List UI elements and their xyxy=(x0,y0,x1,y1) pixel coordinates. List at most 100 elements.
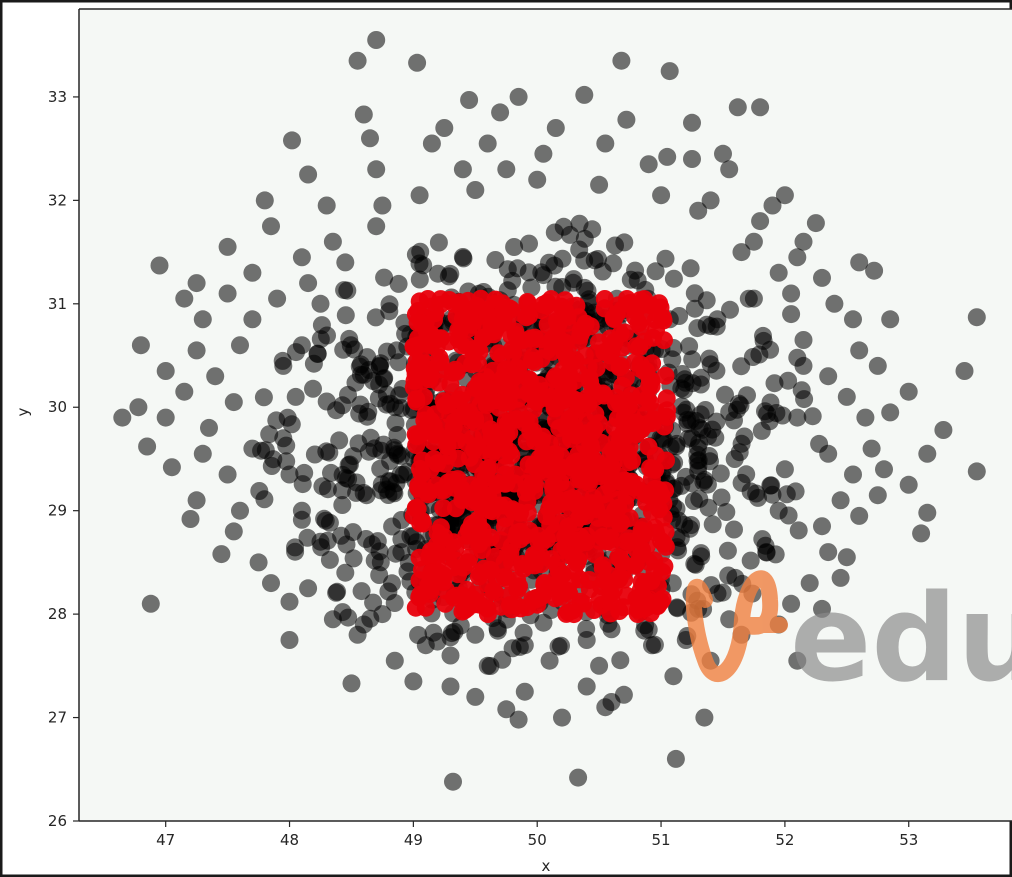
black-point xyxy=(478,134,497,153)
black-point xyxy=(789,521,808,540)
red-point xyxy=(646,446,665,465)
black-point xyxy=(156,408,175,427)
black-point xyxy=(763,485,782,504)
red-point xyxy=(494,302,512,321)
black-point xyxy=(320,513,339,532)
black-point xyxy=(788,248,807,267)
black-point xyxy=(320,443,339,462)
black-point xyxy=(249,553,268,572)
black-point xyxy=(311,294,330,313)
black-point xyxy=(639,620,658,639)
black-point xyxy=(782,284,801,303)
black-point xyxy=(509,87,528,106)
black-point xyxy=(193,444,212,463)
black-point xyxy=(681,259,700,278)
red-point xyxy=(409,479,428,498)
red-point xyxy=(644,410,663,429)
black-point xyxy=(243,263,262,282)
black-point xyxy=(569,768,588,787)
black-point xyxy=(385,651,404,670)
black-point xyxy=(466,625,485,644)
black-point xyxy=(819,367,838,386)
red-point xyxy=(501,596,519,615)
black-point xyxy=(691,405,710,424)
black-point xyxy=(689,201,708,220)
black-point xyxy=(666,749,685,768)
black-point xyxy=(175,382,194,401)
black-point xyxy=(497,160,516,179)
red-point xyxy=(632,572,651,591)
red-point xyxy=(406,598,425,617)
red-point xyxy=(655,331,673,350)
black-point xyxy=(803,407,822,426)
y-ticks: 26 27 28 29 30 31 32 33 xyxy=(48,88,79,830)
y-tick-label: 27 xyxy=(48,709,67,727)
red-point xyxy=(523,465,542,484)
black-point xyxy=(312,316,331,335)
black-point xyxy=(299,274,318,293)
black-point xyxy=(352,582,371,601)
red-point xyxy=(410,292,429,311)
black-point xyxy=(658,147,677,166)
black-point xyxy=(813,599,831,618)
black-point xyxy=(491,103,510,122)
red-point xyxy=(565,372,584,391)
red-point xyxy=(655,557,674,576)
black-point xyxy=(652,186,671,205)
black-point xyxy=(337,535,356,554)
black-point xyxy=(732,243,751,262)
black-point xyxy=(323,232,342,251)
red-point xyxy=(459,532,478,551)
black-point xyxy=(728,98,747,117)
red-point xyxy=(546,367,565,386)
black-point xyxy=(416,636,435,655)
red-point xyxy=(411,362,430,381)
red-point xyxy=(428,523,447,542)
black-point xyxy=(336,306,355,325)
black-point xyxy=(367,217,386,236)
red-point xyxy=(576,314,595,333)
black-point xyxy=(912,524,931,543)
black-point xyxy=(344,549,363,568)
red-point xyxy=(594,384,612,403)
black-point xyxy=(466,687,485,706)
black-point xyxy=(720,403,739,421)
red-point xyxy=(656,522,675,541)
black-point xyxy=(819,444,838,463)
black-point xyxy=(850,253,869,272)
red-point xyxy=(430,329,449,348)
red-point xyxy=(496,413,515,432)
black-point xyxy=(769,501,788,520)
black-point xyxy=(714,144,732,163)
black-point xyxy=(726,568,745,587)
red-point xyxy=(560,410,579,429)
red-point xyxy=(495,393,514,412)
black-point xyxy=(231,336,249,355)
black-point xyxy=(380,295,399,314)
black-point xyxy=(590,656,609,675)
black-point xyxy=(262,217,280,236)
black-point xyxy=(336,563,355,582)
black-point xyxy=(611,651,630,670)
black-point xyxy=(141,594,160,613)
black-point xyxy=(339,608,358,627)
black-point xyxy=(408,53,427,72)
x-tick-label: 50 xyxy=(528,831,547,849)
red-point xyxy=(465,455,484,474)
black-point xyxy=(304,379,322,398)
red-point xyxy=(584,450,603,469)
red-point xyxy=(439,473,458,492)
red-point xyxy=(463,589,482,608)
black-point xyxy=(553,249,572,268)
black-point xyxy=(354,105,373,124)
black-point xyxy=(295,463,314,482)
red-point xyxy=(635,290,654,309)
black-point xyxy=(754,331,773,350)
black-point xyxy=(299,165,318,184)
black-point xyxy=(162,458,181,477)
x-axis-label: x xyxy=(542,857,551,875)
black-point xyxy=(350,357,369,376)
black-point xyxy=(348,625,367,644)
red-point xyxy=(566,351,585,370)
black-point xyxy=(788,408,807,427)
